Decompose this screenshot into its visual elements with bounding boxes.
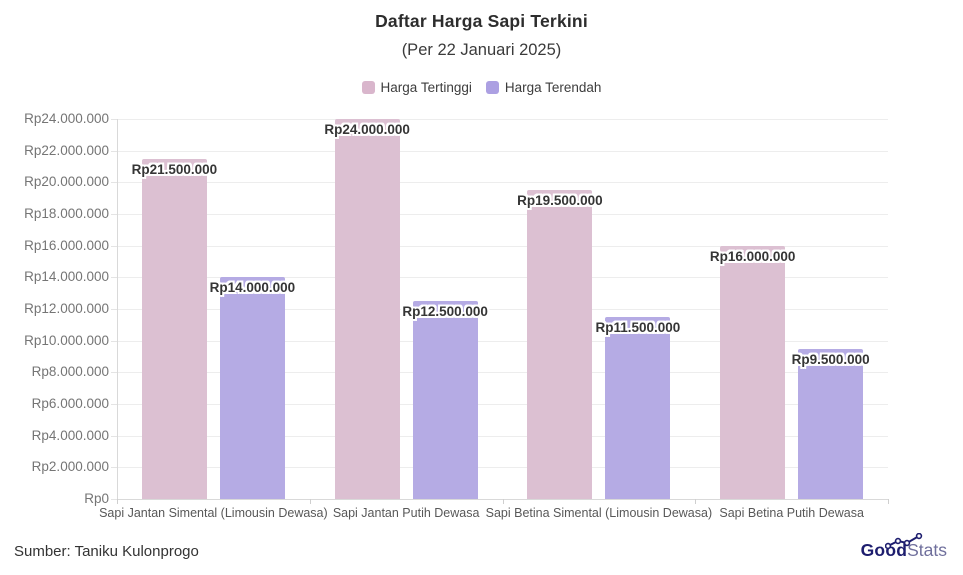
x-axis-tick [502, 499, 504, 504]
y-tick-label: Rp8.000.000 [31, 364, 109, 380]
gridline [117, 340, 888, 342]
y-tick-label: Rp20.000.000 [24, 174, 109, 190]
y-axis-tick [111, 245, 117, 247]
bar-value-label: Rp19.500.000 [517, 193, 603, 209]
gridline [117, 182, 888, 184]
bar-harga-tertinggi [141, 158, 207, 499]
category-label: Sapi Jantan Simental (Limousin Dewasa) [99, 506, 328, 520]
y-tick-label: Rp18.000.000 [24, 206, 109, 221]
legend-label-terendah: Harga Terendah [504, 80, 602, 95]
y-axis-tick [111, 309, 117, 310]
gridline [117, 150, 888, 152]
y-tick-label: Rp14.000.000 [24, 269, 109, 285]
bar-harga-terendah [219, 277, 285, 499]
bar-harga-terendah [412, 301, 478, 499]
gridline [117, 245, 888, 247]
bar-value-label: Rp16.000.000 [709, 248, 796, 264]
gridline [117, 214, 888, 215]
y-axis-tick [111, 499, 117, 500]
chart-title: Daftar Harga Sapi Terkini [375, 11, 588, 31]
legend-label-tertinggi: Harga Tertinggi [380, 80, 472, 95]
source-note: Sumber: Taniku Kulonprogo [14, 543, 199, 560]
legend-swatch-tertinggi-icon [361, 81, 375, 94]
x-axis-tick [117, 499, 118, 504]
bar-value-label: Rp11.500.000 [595, 319, 681, 335]
bar-harga-tertinggi [527, 190, 593, 499]
y-axis-tick [111, 372, 117, 374]
bar-harga-tertinggi [720, 245, 786, 499]
legend-item-harga-tertinggi: Harga Tertinggi [361, 80, 472, 95]
bar-harga-terendah [605, 316, 671, 499]
legend-swatch-terendah-icon [485, 81, 499, 94]
legend: Harga Tertinggi Harga Terendah [0, 80, 963, 95]
gridline [117, 277, 888, 279]
y-tick-label: Rp10.000.000 [24, 332, 109, 348]
x-axis-tick [309, 499, 311, 504]
gridline [117, 309, 888, 310]
gridline [117, 467, 888, 469]
y-axis-tick [111, 467, 117, 469]
y-axis-tick [111, 150, 117, 152]
gridline [117, 372, 888, 374]
y-axis-tick [111, 182, 117, 184]
x-axis-tick [695, 499, 697, 504]
logo-trendline-icon [884, 533, 922, 549]
y-tick-label: Rp16.000.000 [24, 237, 109, 253]
gridline [117, 119, 888, 120]
y-tick-label: Rp22.000.000 [24, 142, 109, 158]
bar-harga-terendah [798, 348, 864, 499]
y-tick-label: Rp24.000.000 [24, 111, 109, 126]
gridline [117, 435, 888, 437]
bar-value-label: Rp9.500.000 [791, 351, 870, 367]
y-axis-tick [111, 214, 117, 215]
y-axis-tick [111, 340, 117, 342]
bar-value-label: Rp21.500.000 [131, 161, 218, 177]
y-axis-tick [111, 119, 117, 120]
logo-text-good: Good [860, 540, 908, 560]
y-tick-label: Rp6.000.000 [31, 396, 109, 411]
bar-value-label: Rp14.000.000 [209, 280, 296, 296]
y-axis-tick [111, 435, 117, 437]
category-label: Sapi Betina Simental (Limousin Dewasa) [485, 506, 713, 520]
bar-value-label: Rp24.000.000 [324, 122, 410, 137]
y-tick-label: Rp2.000.000 [31, 459, 109, 475]
x-axis-tick [888, 499, 889, 504]
category-label: Sapi Jantan Putih Dewasa [332, 506, 480, 520]
y-tick-label: Rp0 [84, 491, 109, 506]
y-tick-label: Rp12.000.000 [24, 301, 109, 316]
bar-value-label: Rp12.500.000 [402, 304, 488, 320]
category-label: Sapi Betina Putih Dewasa [719, 506, 864, 520]
logo-text-stats: Stats [907, 540, 947, 560]
gridline [117, 404, 888, 405]
y-tick-label: Rp4.000.000 [31, 427, 109, 443]
y-axis-tick [111, 277, 117, 279]
bar-harga-tertinggi [334, 119, 400, 499]
goodstats-logo: Good Stats [860, 533, 947, 561]
chart-subtitle: (Per 22 Januari 2025) [401, 41, 562, 59]
y-axis-line [117, 119, 118, 499]
y-axis-tick [111, 404, 117, 405]
legend-item-harga-terendah: Harga Terendah [485, 80, 602, 95]
